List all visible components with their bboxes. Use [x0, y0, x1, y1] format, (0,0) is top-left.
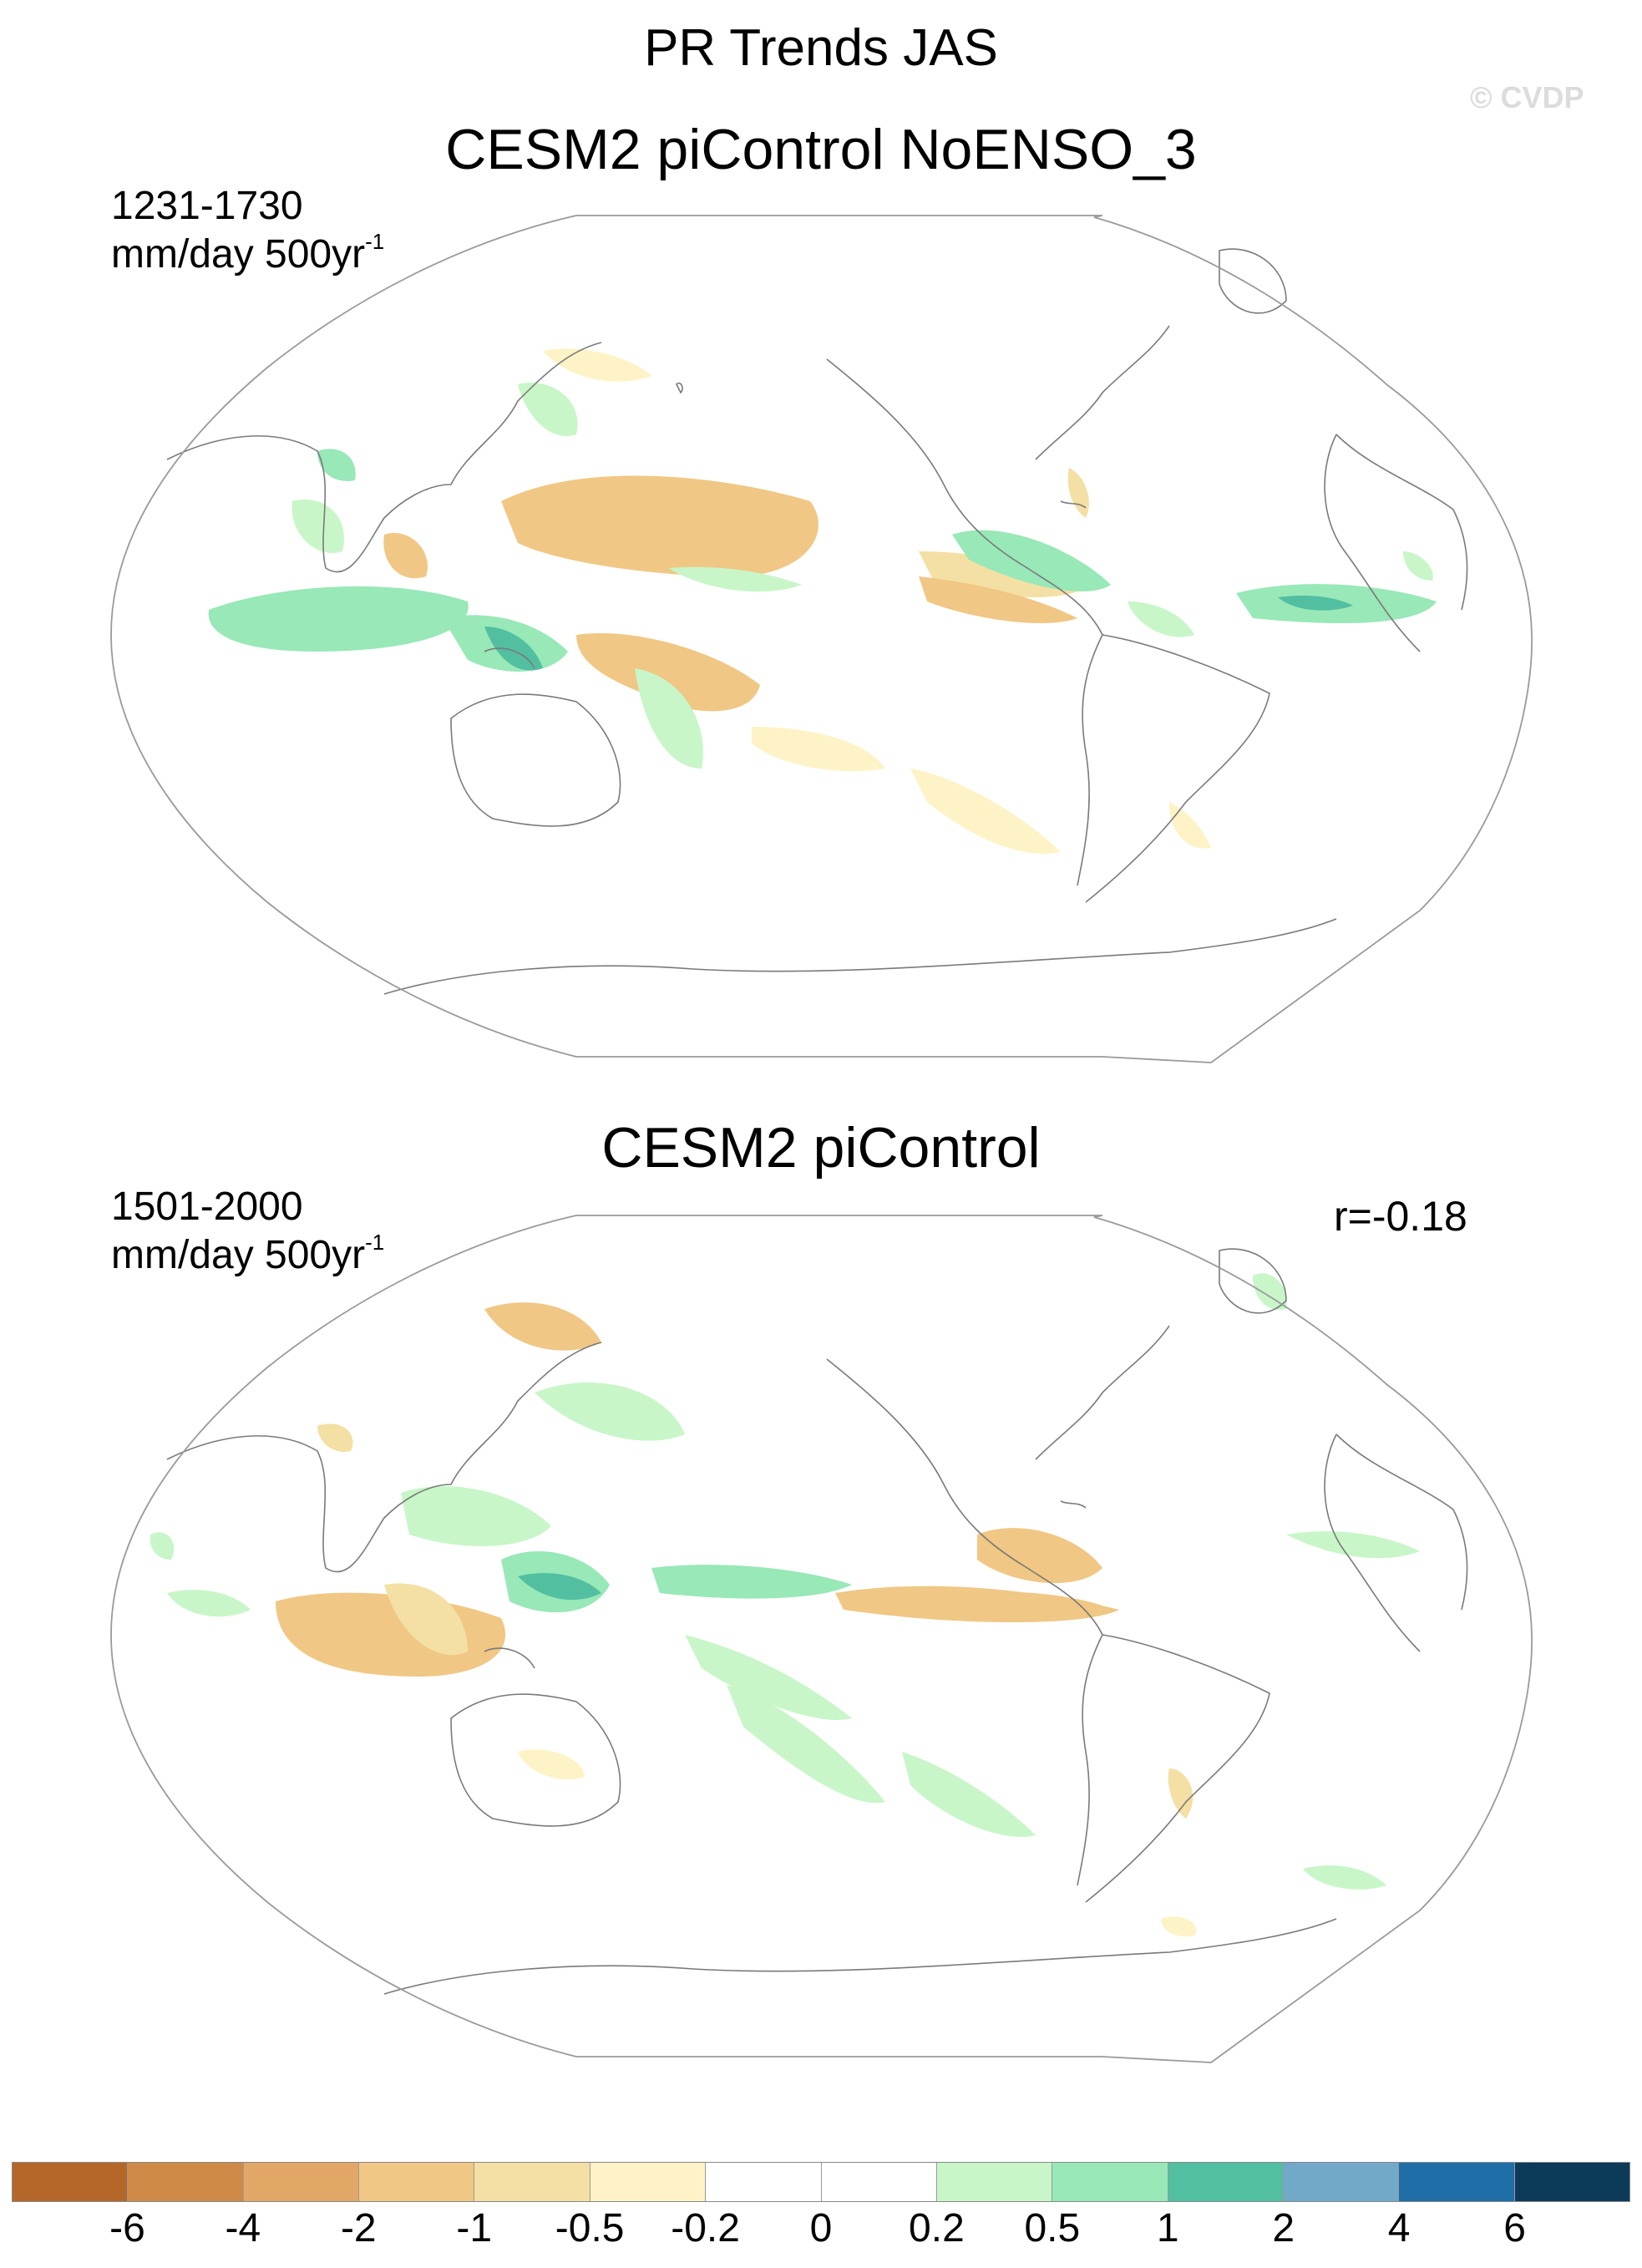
- panel-1-units: mm/day 500yr-1: [111, 229, 385, 277]
- colorbar-swatch: [1052, 2163, 1168, 2201]
- colorbar-label: 0: [809, 2206, 833, 2250]
- colorbar-label: -6: [109, 2206, 145, 2250]
- panel-2-map-border: [110, 1215, 1533, 2063]
- colorbar-label: -0.2: [671, 2206, 740, 2250]
- panel-1-map-border: [110, 215, 1533, 1063]
- figure-title: PR Trends JAS: [644, 19, 998, 77]
- colorbar-swatch: [128, 2163, 244, 2201]
- colorbar-labels: -6 -4 -2 -1 -0.5 -0.2 0 0.2 0.5 1 2 4 6: [12, 2205, 1630, 2255]
- colorbar-swatch: [936, 2163, 1053, 2201]
- panel-1-period: 1231-1730: [111, 184, 303, 228]
- panel-2-title: CESM2 piControl: [601, 1116, 1041, 1180]
- colorbar-label: 2: [1272, 2206, 1295, 2250]
- colorbar-swatch: [13, 2163, 129, 2201]
- panel-1-map: [110, 215, 1533, 1063]
- panel-2-correlation: r=-0.18: [1334, 1193, 1467, 1240]
- colorbar: [12, 2162, 1630, 2202]
- colorbar-label: -4: [225, 2206, 261, 2250]
- colorbar-label: 0.5: [1024, 2206, 1081, 2250]
- panel-1-title: CESM2 piControl NoENSO_3: [445, 118, 1197, 181]
- colorbar-swatch: [590, 2163, 707, 2201]
- colorbar-swatch: [359, 2163, 475, 2201]
- panel-2-shading: [150, 1273, 1420, 1937]
- colorbar-label: 1: [1156, 2206, 1179, 2250]
- panel-1-coastlines: [166, 248, 1468, 995]
- panel-2-period: 1501-2000: [111, 1185, 303, 1229]
- panel-2-coastlines: [166, 1248, 1468, 1995]
- colorbar-swatch: [243, 2163, 360, 2201]
- colorbar-swatch: [474, 2163, 590, 2201]
- colorbar-label: -2: [340, 2206, 377, 2250]
- cvdp-watermark: © CVDP: [1470, 80, 1584, 114]
- colorbar-label: -0.5: [555, 2206, 625, 2250]
- colorbar-swatch: [1399, 2163, 1515, 2201]
- panel-1-info: 1231-1730 mm/day 500yr-1: [111, 182, 384, 279]
- colorbar-swatch: [1514, 2163, 1630, 2201]
- colorbar-swatch: [1168, 2163, 1284, 2201]
- colorbar-label: 4: [1387, 2206, 1411, 2250]
- colorbar-swatch: [821, 2163, 937, 2201]
- panel-1-shading: [208, 348, 1437, 854]
- panel-2-info: 1501-2000 mm/day 500yr-1: [111, 1183, 384, 1280]
- colorbar-swatch: [1283, 2163, 1400, 2201]
- colorbar-swatch: [706, 2163, 822, 2201]
- panel-2-units: mm/day 500yr-1: [111, 1230, 385, 1277]
- colorbar-label: 0.2: [909, 2206, 965, 2250]
- colorbar-label: 6: [1503, 2206, 1526, 2250]
- panel-2-map: [110, 1215, 1533, 2063]
- colorbar-label: -1: [456, 2206, 493, 2250]
